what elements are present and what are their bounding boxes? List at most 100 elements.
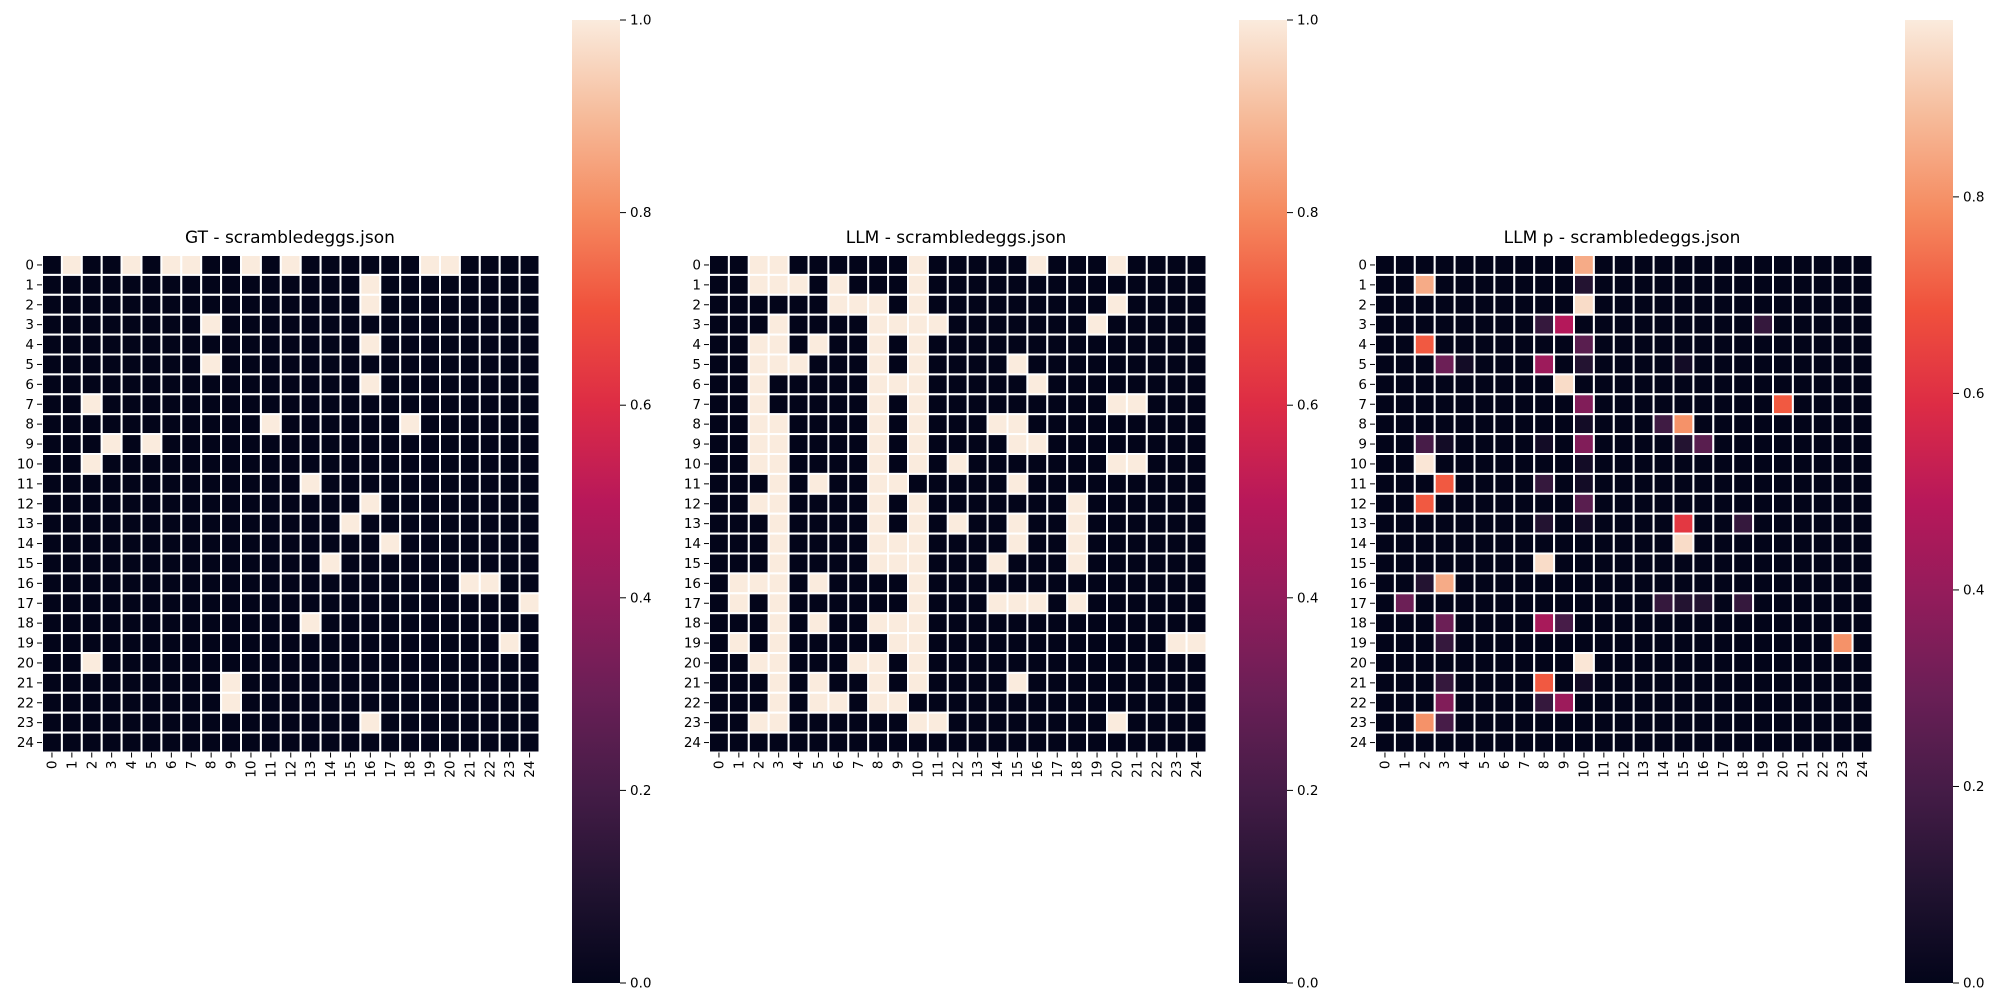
heatmap-cell — [867, 472, 890, 495]
heatmap-cell — [399, 572, 422, 595]
heatmap-cell — [946, 671, 969, 694]
heatmap-cell — [807, 373, 830, 396]
heatmap-cell — [60, 313, 83, 336]
x-tick-label: 9 — [891, 761, 907, 770]
heatmap-cell — [1145, 254, 1168, 276]
heatmap-cell — [887, 254, 909, 276]
heatmap-cell — [379, 373, 402, 396]
y-tick-label: 5 — [25, 357, 34, 373]
heatmap-cell — [439, 671, 461, 694]
heatmap-cell — [1553, 373, 1575, 396]
heatmap-cell — [1125, 333, 1148, 356]
heatmap-cell — [100, 552, 123, 575]
heatmap-cell — [1066, 373, 1089, 396]
heatmap-cell — [1632, 711, 1655, 734]
y-tick-label: 24 — [1350, 735, 1367, 751]
heatmap-cell — [1473, 333, 1496, 356]
heatmap-cell — [1712, 413, 1735, 436]
heatmap-cell — [907, 313, 929, 336]
heatmap-cell — [1712, 333, 1735, 356]
heatmap-cell — [1632, 373, 1655, 396]
heatmap-cell — [1006, 632, 1029, 654]
heatmap-cell — [1066, 572, 1089, 595]
heatmap-cell — [458, 393, 481, 416]
heatmap-cell — [1473, 532, 1496, 555]
heatmap-cell — [1553, 731, 1575, 754]
heatmap-cell — [1165, 333, 1188, 356]
heatmap-cell — [708, 333, 730, 356]
heatmap-cell — [1692, 413, 1715, 436]
heatmap-cell — [907, 353, 929, 376]
panel-gt-cells — [41, 254, 541, 754]
heatmap-cell — [1026, 413, 1049, 436]
heatmap-cell — [299, 333, 322, 356]
heatmap-cell — [419, 552, 442, 575]
heatmap-cell — [478, 592, 501, 615]
heatmap-cell — [240, 612, 262, 635]
heatmap-cell — [240, 532, 262, 555]
heatmap-cell — [966, 254, 989, 276]
heatmap-cell — [1185, 512, 1208, 535]
heatmap-cell — [1086, 671, 1108, 694]
heatmap-cell — [1672, 413, 1695, 436]
heatmap-cell — [926, 472, 949, 495]
heatmap-cell — [200, 691, 223, 714]
heatmap-cell — [1553, 453, 1575, 475]
heatmap-cell — [478, 254, 501, 276]
heatmap-cell — [1632, 532, 1655, 555]
y-tick-label: 11 — [17, 476, 34, 492]
heatmap-cell — [399, 691, 422, 714]
heatmap-cell — [41, 652, 63, 674]
heatmap-cell — [1165, 552, 1188, 575]
heatmap-cell — [399, 632, 422, 654]
heatmap-cell — [1006, 671, 1029, 694]
heatmap-cell — [1772, 652, 1794, 674]
heatmap-cell — [867, 293, 890, 316]
heatmap-cell — [1772, 453, 1794, 475]
heatmap-cell — [986, 532, 1009, 555]
y-tick-label: 1 — [1358, 277, 1367, 293]
heatmap-cell — [946, 254, 969, 276]
heatmap-cell — [946, 472, 969, 495]
x-tick-label: 13 — [303, 761, 319, 778]
heatmap-cell — [1553, 691, 1575, 714]
heatmap-cell — [946, 711, 969, 734]
heatmap-cell — [787, 472, 810, 495]
heatmap-cell — [498, 691, 521, 714]
x-tick-label: 3 — [1437, 761, 1453, 770]
heatmap-cell — [60, 413, 83, 436]
heatmap-cell — [1046, 433, 1069, 456]
heatmap-cell — [379, 632, 402, 654]
heatmap-cell — [399, 532, 422, 555]
heatmap-cell — [1772, 273, 1794, 296]
heatmap-cell — [1592, 472, 1615, 495]
heatmap-cell — [200, 572, 223, 595]
heatmap-cell — [220, 612, 243, 635]
heatmap-cell — [1513, 632, 1536, 654]
heatmap-cell — [419, 373, 442, 396]
heatmap-cell — [200, 453, 223, 475]
heatmap-cell — [1185, 453, 1208, 475]
heatmap-cell — [787, 313, 810, 336]
heatmap-cell — [1493, 492, 1516, 515]
heatmap-cell — [1592, 652, 1615, 674]
heatmap-cell — [419, 592, 442, 615]
heatmap-cell — [1632, 632, 1655, 654]
heatmap-cell — [907, 512, 929, 535]
colorbar-tick-label: 0.0 — [1297, 976, 1318, 992]
heatmap-cell — [1712, 393, 1735, 416]
heatmap-cell — [1006, 691, 1029, 714]
heatmap-cell — [1752, 572, 1774, 595]
x-tick-label: 11 — [263, 761, 279, 778]
heatmap-cell — [439, 373, 461, 396]
heatmap-cell — [1125, 512, 1148, 535]
heatmap-cell — [339, 293, 362, 316]
heatmap-cell — [1811, 612, 1834, 635]
heatmap-cell — [1831, 572, 1854, 595]
x-tick-label: 9 — [1557, 761, 1573, 770]
y-tick-label: 17 — [1350, 596, 1367, 612]
heatmap-cell — [966, 532, 989, 555]
x-tick-label: 13 — [970, 761, 986, 778]
x-tick-label: 4 — [124, 761, 140, 770]
heatmap-cell — [100, 572, 123, 595]
